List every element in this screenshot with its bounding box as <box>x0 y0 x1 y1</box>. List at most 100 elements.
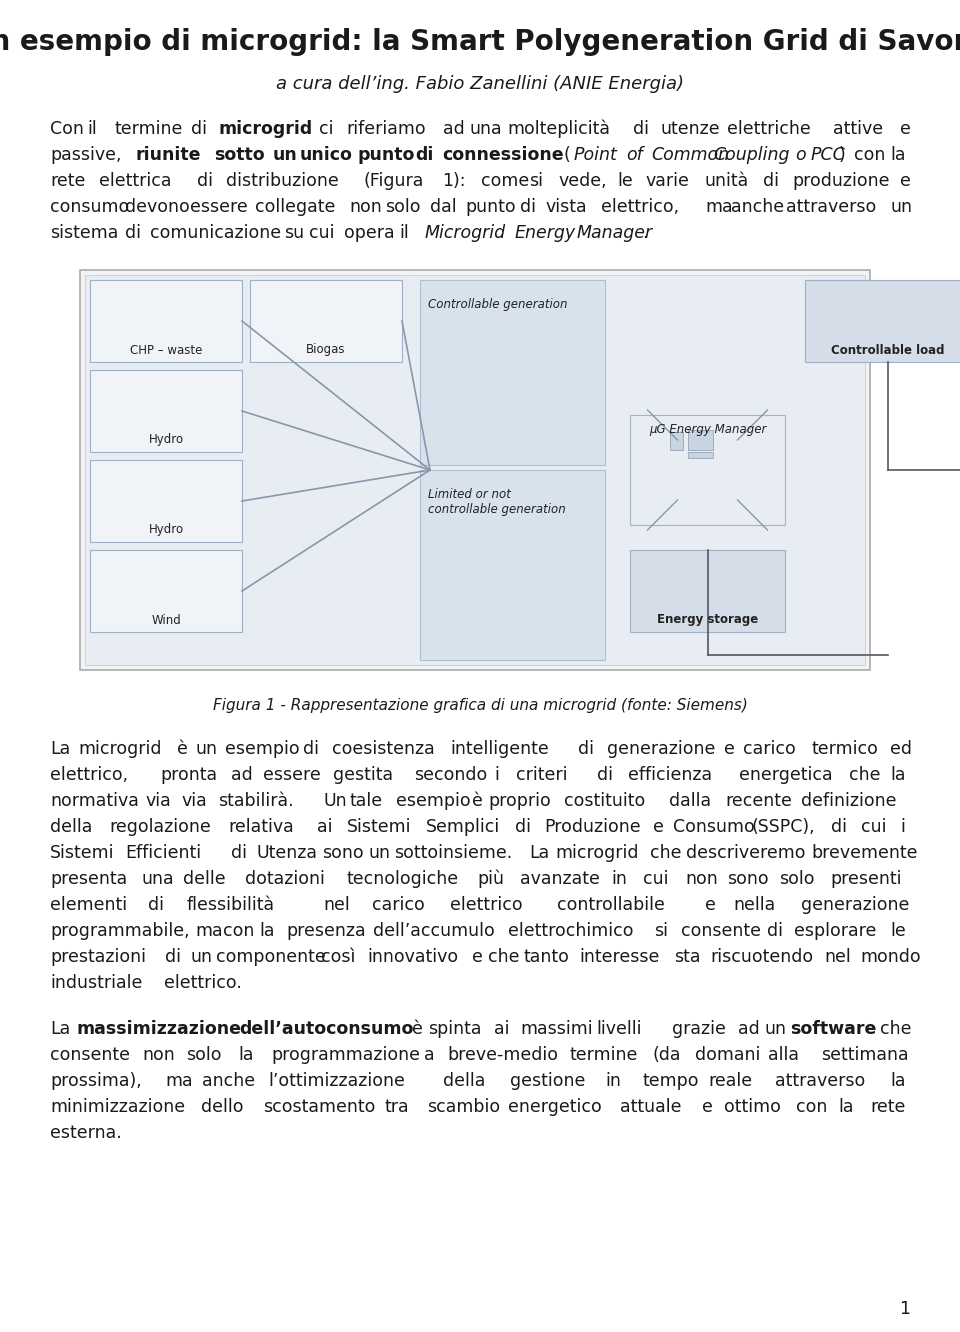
Text: componente: componente <box>217 948 326 966</box>
Text: presenta: presenta <box>50 870 128 888</box>
Text: un: un <box>273 147 298 164</box>
Text: interesse: interesse <box>579 948 660 966</box>
Text: più: più <box>478 870 505 888</box>
Text: consente: consente <box>50 1046 130 1064</box>
Text: esplorare: esplorare <box>794 922 876 940</box>
Text: sistema: sistema <box>50 224 118 242</box>
Text: la: la <box>890 147 905 164</box>
Text: la: la <box>890 766 905 785</box>
Text: di: di <box>148 896 164 914</box>
Text: Sistemi: Sistemi <box>50 844 114 862</box>
Text: dello: dello <box>201 1098 244 1116</box>
Text: attraverso: attraverso <box>775 1072 865 1090</box>
Text: Energy: Energy <box>515 224 576 242</box>
Text: che: che <box>650 844 682 862</box>
Text: di: di <box>303 741 319 758</box>
Text: ma: ma <box>706 198 732 216</box>
Text: (SSPC),: (SSPC), <box>752 818 815 836</box>
Text: attraverso: attraverso <box>785 198 876 216</box>
Text: cui: cui <box>860 818 886 836</box>
Text: solo: solo <box>779 870 814 888</box>
Text: di: di <box>230 844 247 862</box>
Text: .: . <box>642 224 648 242</box>
Text: tale: tale <box>349 793 383 810</box>
Text: of: of <box>626 147 643 164</box>
Text: breve-medio: breve-medio <box>447 1046 558 1064</box>
Text: Un esempio di microgrid: la Smart Polygeneration Grid di Savona: Un esempio di microgrid: la Smart Polyge… <box>0 28 960 56</box>
Text: microgrid: microgrid <box>79 741 162 758</box>
Text: in: in <box>606 1072 621 1090</box>
Bar <box>420 470 605 659</box>
Text: elettrico,: elettrico, <box>601 198 679 216</box>
Text: essere: essere <box>262 766 321 785</box>
Text: prossima),: prossima), <box>50 1072 142 1090</box>
Text: brevemente: brevemente <box>811 844 918 862</box>
Text: con: con <box>796 1098 828 1116</box>
Text: non: non <box>349 198 382 216</box>
Text: prestazioni: prestazioni <box>50 948 146 966</box>
Text: ): ) <box>838 147 845 164</box>
Text: riscuotendo: riscuotendo <box>710 948 813 966</box>
Text: a cura dell’ing. Fabio Zanellini (ANIE Energia): a cura dell’ing. Fabio Zanellini (ANIE E… <box>276 75 684 93</box>
Text: esterna.: esterna. <box>50 1124 122 1142</box>
Text: 1: 1 <box>899 1300 910 1317</box>
Text: Figura 1 - Rappresentazione grafica di una microgrid (fonte: Siemens): Figura 1 - Rappresentazione grafica di u… <box>212 698 748 713</box>
Text: coesistenza: coesistenza <box>332 741 435 758</box>
Text: industriale: industriale <box>50 974 142 992</box>
Text: anche: anche <box>203 1072 255 1090</box>
Text: stabilirà.: stabilirà. <box>218 793 294 810</box>
Text: relativa: relativa <box>228 818 294 836</box>
Text: Con: Con <box>50 120 84 139</box>
Text: La: La <box>50 1020 70 1038</box>
Text: ad: ad <box>738 1020 759 1038</box>
Text: nel: nel <box>825 948 852 966</box>
Text: il: il <box>399 224 409 242</box>
Text: il: il <box>87 120 97 139</box>
Text: Controllable load: Controllable load <box>830 344 945 357</box>
Text: non: non <box>685 870 718 888</box>
Text: è: è <box>412 1020 423 1038</box>
Text: un: un <box>368 844 390 862</box>
Text: generazione: generazione <box>607 741 715 758</box>
Text: e: e <box>702 1098 712 1116</box>
Bar <box>90 280 242 362</box>
Text: mondo: mondo <box>860 948 922 966</box>
Text: termine: termine <box>114 120 182 139</box>
Text: elettrico: elettrico <box>449 896 522 914</box>
Text: gestione: gestione <box>510 1072 585 1090</box>
Text: Consumo: Consumo <box>673 818 755 836</box>
Text: Un: Un <box>324 793 348 810</box>
Text: e: e <box>472 948 483 966</box>
Text: a: a <box>423 1046 435 1064</box>
Text: Wind: Wind <box>151 614 180 626</box>
Text: i: i <box>494 766 500 785</box>
Text: rete: rete <box>871 1098 906 1116</box>
Bar <box>630 416 785 525</box>
Text: regolazione: regolazione <box>109 818 211 836</box>
Text: (da: (da <box>652 1046 681 1064</box>
Text: rete: rete <box>50 172 85 190</box>
Text: tanto: tanto <box>523 948 569 966</box>
Text: La: La <box>529 844 549 862</box>
Text: collegate: collegate <box>254 198 335 216</box>
Text: secondo: secondo <box>414 766 488 785</box>
Text: tra: tra <box>384 1098 409 1116</box>
Text: anche: anche <box>731 198 783 216</box>
Text: ai: ai <box>494 1020 510 1038</box>
Text: massimizzazione: massimizzazione <box>76 1020 241 1038</box>
Text: produzione: produzione <box>792 172 890 190</box>
Text: comunicazione: comunicazione <box>150 224 281 242</box>
Text: spinta: spinta <box>428 1020 482 1038</box>
Text: un: un <box>196 741 218 758</box>
Text: ad: ad <box>443 120 465 139</box>
Text: Sistemi: Sistemi <box>347 818 411 836</box>
Text: scostamento: scostamento <box>263 1098 375 1116</box>
Text: ad: ad <box>231 766 253 785</box>
Text: con: con <box>223 922 254 940</box>
Text: utenze: utenze <box>660 120 720 139</box>
Text: cui: cui <box>309 224 335 242</box>
Text: ed: ed <box>890 741 912 758</box>
Text: via: via <box>146 793 171 810</box>
Text: in: in <box>612 870 627 888</box>
Text: e: e <box>725 741 735 758</box>
